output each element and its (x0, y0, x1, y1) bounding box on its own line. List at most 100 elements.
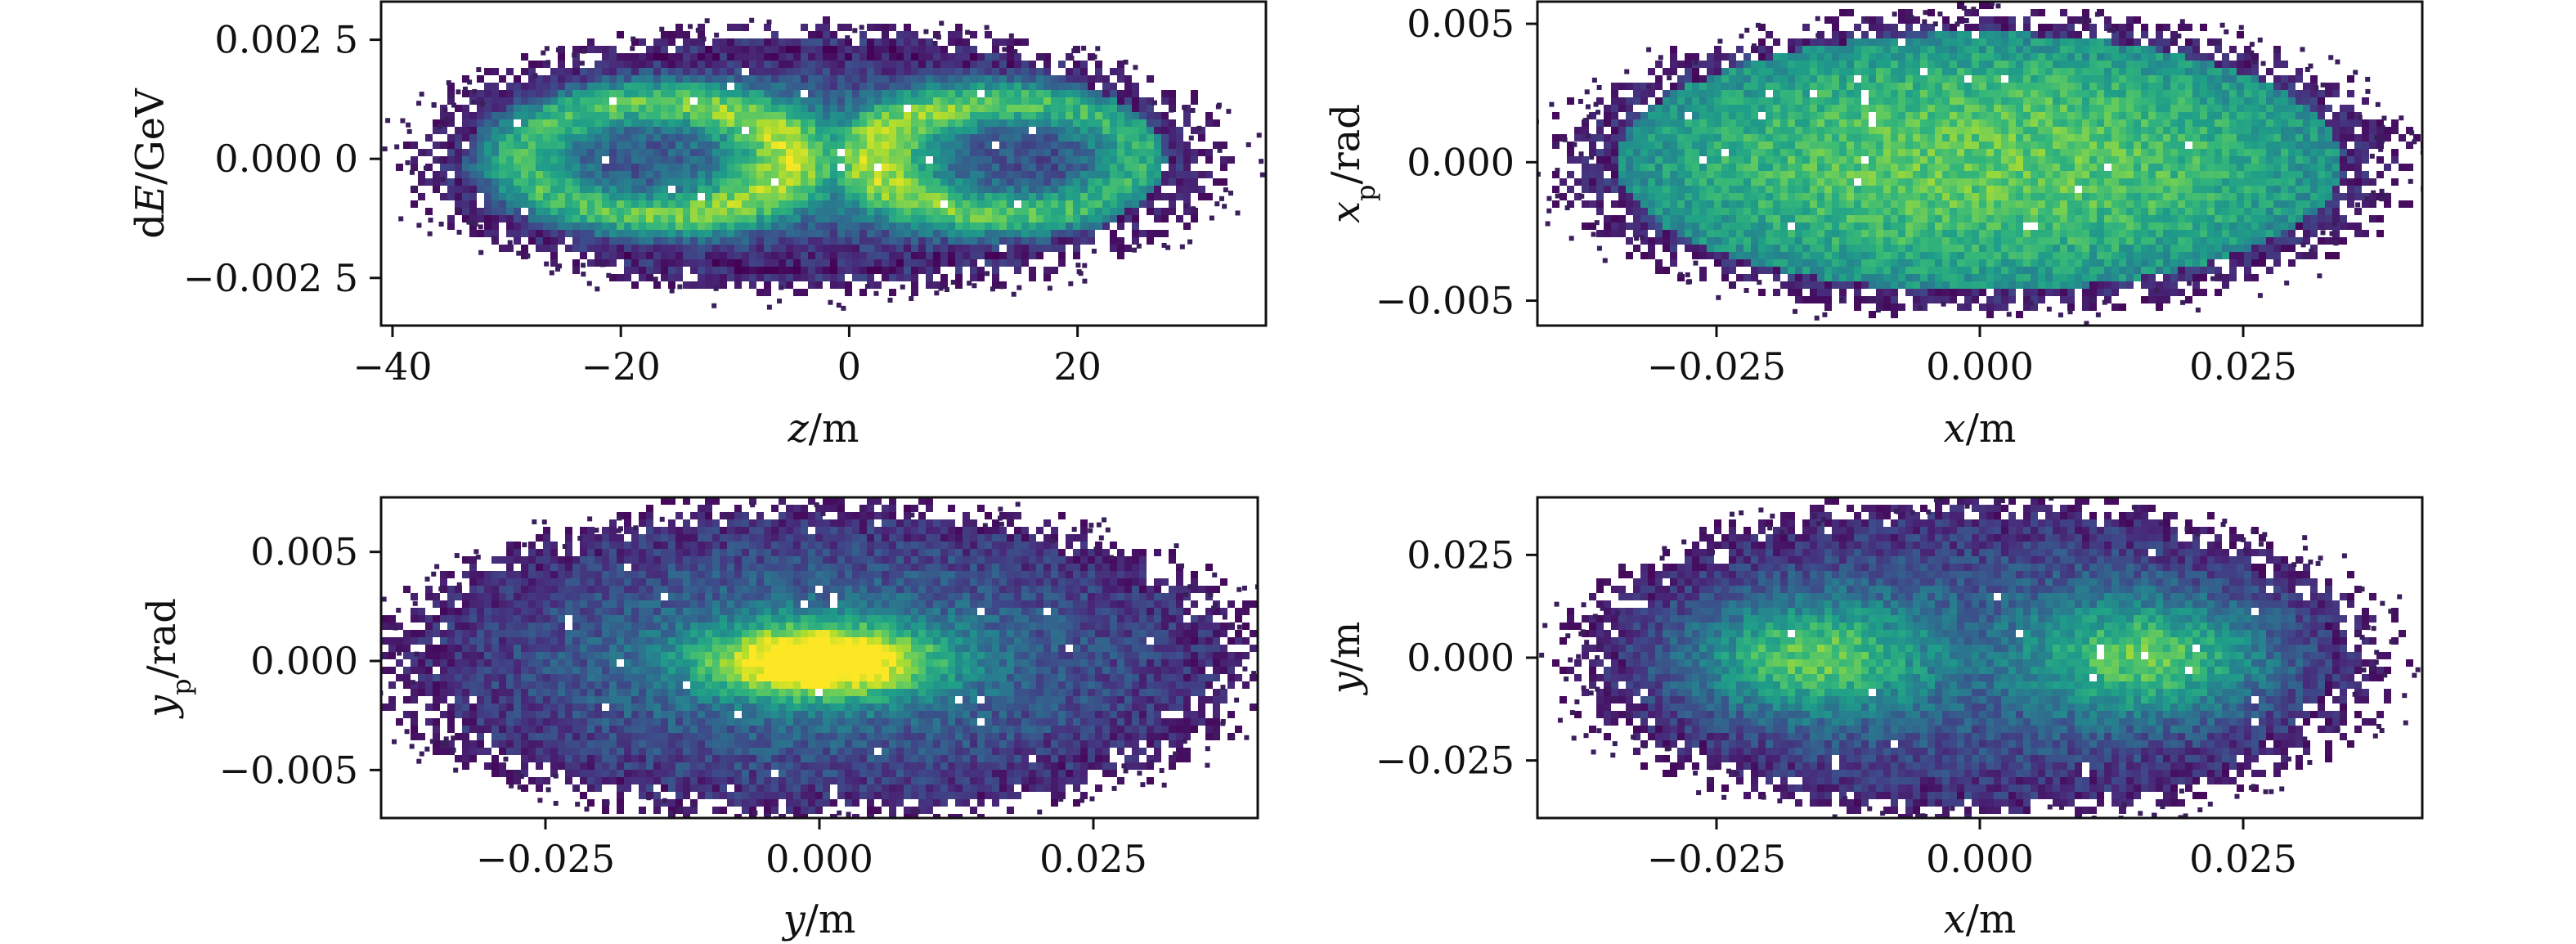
heatmap-cell (587, 230, 595, 237)
heatmap-cell (1957, 97, 1964, 105)
scatter-point (1190, 107, 1196, 113)
heatmap-cell (992, 193, 999, 200)
heatmap-cell (668, 267, 675, 274)
heatmap-cell (771, 38, 779, 46)
heatmap-cell (1714, 200, 1721, 208)
heatmap-cell (859, 237, 867, 245)
heatmap-cell (506, 171, 514, 178)
heatmap-cell (801, 230, 808, 237)
heatmap-cell (918, 112, 926, 119)
heatmap-cell (793, 68, 801, 75)
heatmap-cell (1832, 83, 1839, 90)
heatmap-cell (1066, 127, 1073, 134)
heatmap-cell (1663, 237, 1670, 245)
heatmap-cell (1626, 105, 1633, 112)
heatmap-cell (764, 75, 771, 83)
heatmap-cell (477, 164, 484, 171)
heatmap-cell (1721, 53, 1729, 61)
phase-space-plot-z-dE: −40 −20 0 200.002 50.000 0−0.002 5z/mdE/GeV (128, 0, 1268, 452)
heatmap-cell (1817, 61, 1824, 68)
heatmap-cell (977, 75, 985, 83)
heatmap-cell (1905, 267, 1913, 274)
heatmap-cell (1839, 281, 1847, 289)
heatmap-cell (837, 142, 845, 149)
heatmap-cell (1854, 215, 1861, 223)
heatmap-cell (1876, 208, 1883, 215)
heatmap-cell (1802, 281, 1810, 289)
heatmap-cell (550, 215, 558, 223)
heatmap-cell (1110, 186, 1117, 193)
heatmap-cell (675, 237, 683, 245)
heatmap-cell (823, 105, 830, 112)
scatter-point (653, 276, 658, 282)
heatmap-cell (1073, 46, 1080, 53)
heatmap-cell (595, 230, 602, 237)
heatmap-cell (2001, 193, 2008, 200)
heatmap-cell (617, 142, 624, 149)
heatmap-cell (1729, 134, 1736, 142)
heatmap-cell (904, 223, 911, 230)
heatmap-cell (852, 237, 859, 245)
heatmap-cell (1817, 274, 1824, 281)
heatmap-cell (1596, 134, 1604, 142)
heatmap-cell (1795, 75, 1802, 83)
heatmap-cell (1898, 208, 1905, 215)
heatmap-cell (683, 61, 690, 68)
heatmap-cell (1663, 193, 1670, 200)
heatmap-cell (1154, 230, 1161, 237)
scatter-point (411, 185, 417, 191)
heatmap-cell (1721, 105, 1729, 112)
heatmap-cell (742, 164, 749, 171)
scatter-point (549, 270, 554, 276)
heatmap-cell (661, 259, 668, 267)
heatmap-cell (705, 223, 712, 230)
heatmap-cell (882, 237, 889, 245)
heatmap-cell (1979, 2, 1986, 9)
heatmap-cell (771, 105, 779, 112)
heatmap-cell (926, 105, 933, 112)
heatmap-cell (1928, 31, 1935, 38)
heatmap-cell (624, 274, 631, 281)
heatmap-cell (985, 97, 992, 105)
heatmap-cell (1161, 156, 1169, 164)
heatmap-cell (1655, 127, 1663, 134)
heatmap-cell (661, 53, 668, 61)
heatmap-cell (1080, 186, 1088, 193)
heatmap-cell (808, 112, 815, 119)
heatmap-cell (580, 223, 587, 230)
heatmap-cell (440, 142, 447, 149)
heatmap-cell (1780, 61, 1788, 68)
heatmap-cell (992, 274, 999, 281)
heatmap-cell (1986, 200, 1994, 208)
heatmap-cell (1677, 171, 1685, 178)
heatmap-cell (1766, 186, 1773, 193)
heatmap-cell (911, 83, 918, 90)
heatmap-cell (1699, 134, 1707, 142)
heatmap-cell (948, 90, 955, 97)
heatmap-cell (1964, 281, 1972, 289)
heatmap-cell (1942, 171, 1950, 178)
heatmap-cell (609, 61, 617, 68)
heatmap-cell (1102, 83, 1110, 90)
heatmap-cell (565, 83, 572, 90)
scatter-point (579, 61, 585, 66)
heatmap-cell (528, 75, 536, 83)
heatmap-cell (1824, 75, 1832, 83)
heatmap-cell (565, 97, 572, 105)
heatmap-cell (1972, 46, 1979, 53)
heatmap-cell (1788, 259, 1795, 267)
heatmap-cell (1994, 156, 2001, 164)
heatmap-cell (948, 134, 955, 142)
heatmap-cell (1014, 171, 1021, 178)
heatmap-cell (580, 171, 587, 178)
heatmap-cell (683, 105, 690, 112)
heatmap-cell (1692, 149, 1699, 156)
heatmap-cell (992, 267, 999, 274)
heatmap-cell (1913, 97, 1920, 105)
heatmap-cell (999, 156, 1007, 164)
heatmap-cell (668, 200, 675, 208)
scatter-point (544, 261, 550, 267)
heatmap-cell (712, 46, 720, 53)
heatmap-cell (609, 75, 617, 83)
